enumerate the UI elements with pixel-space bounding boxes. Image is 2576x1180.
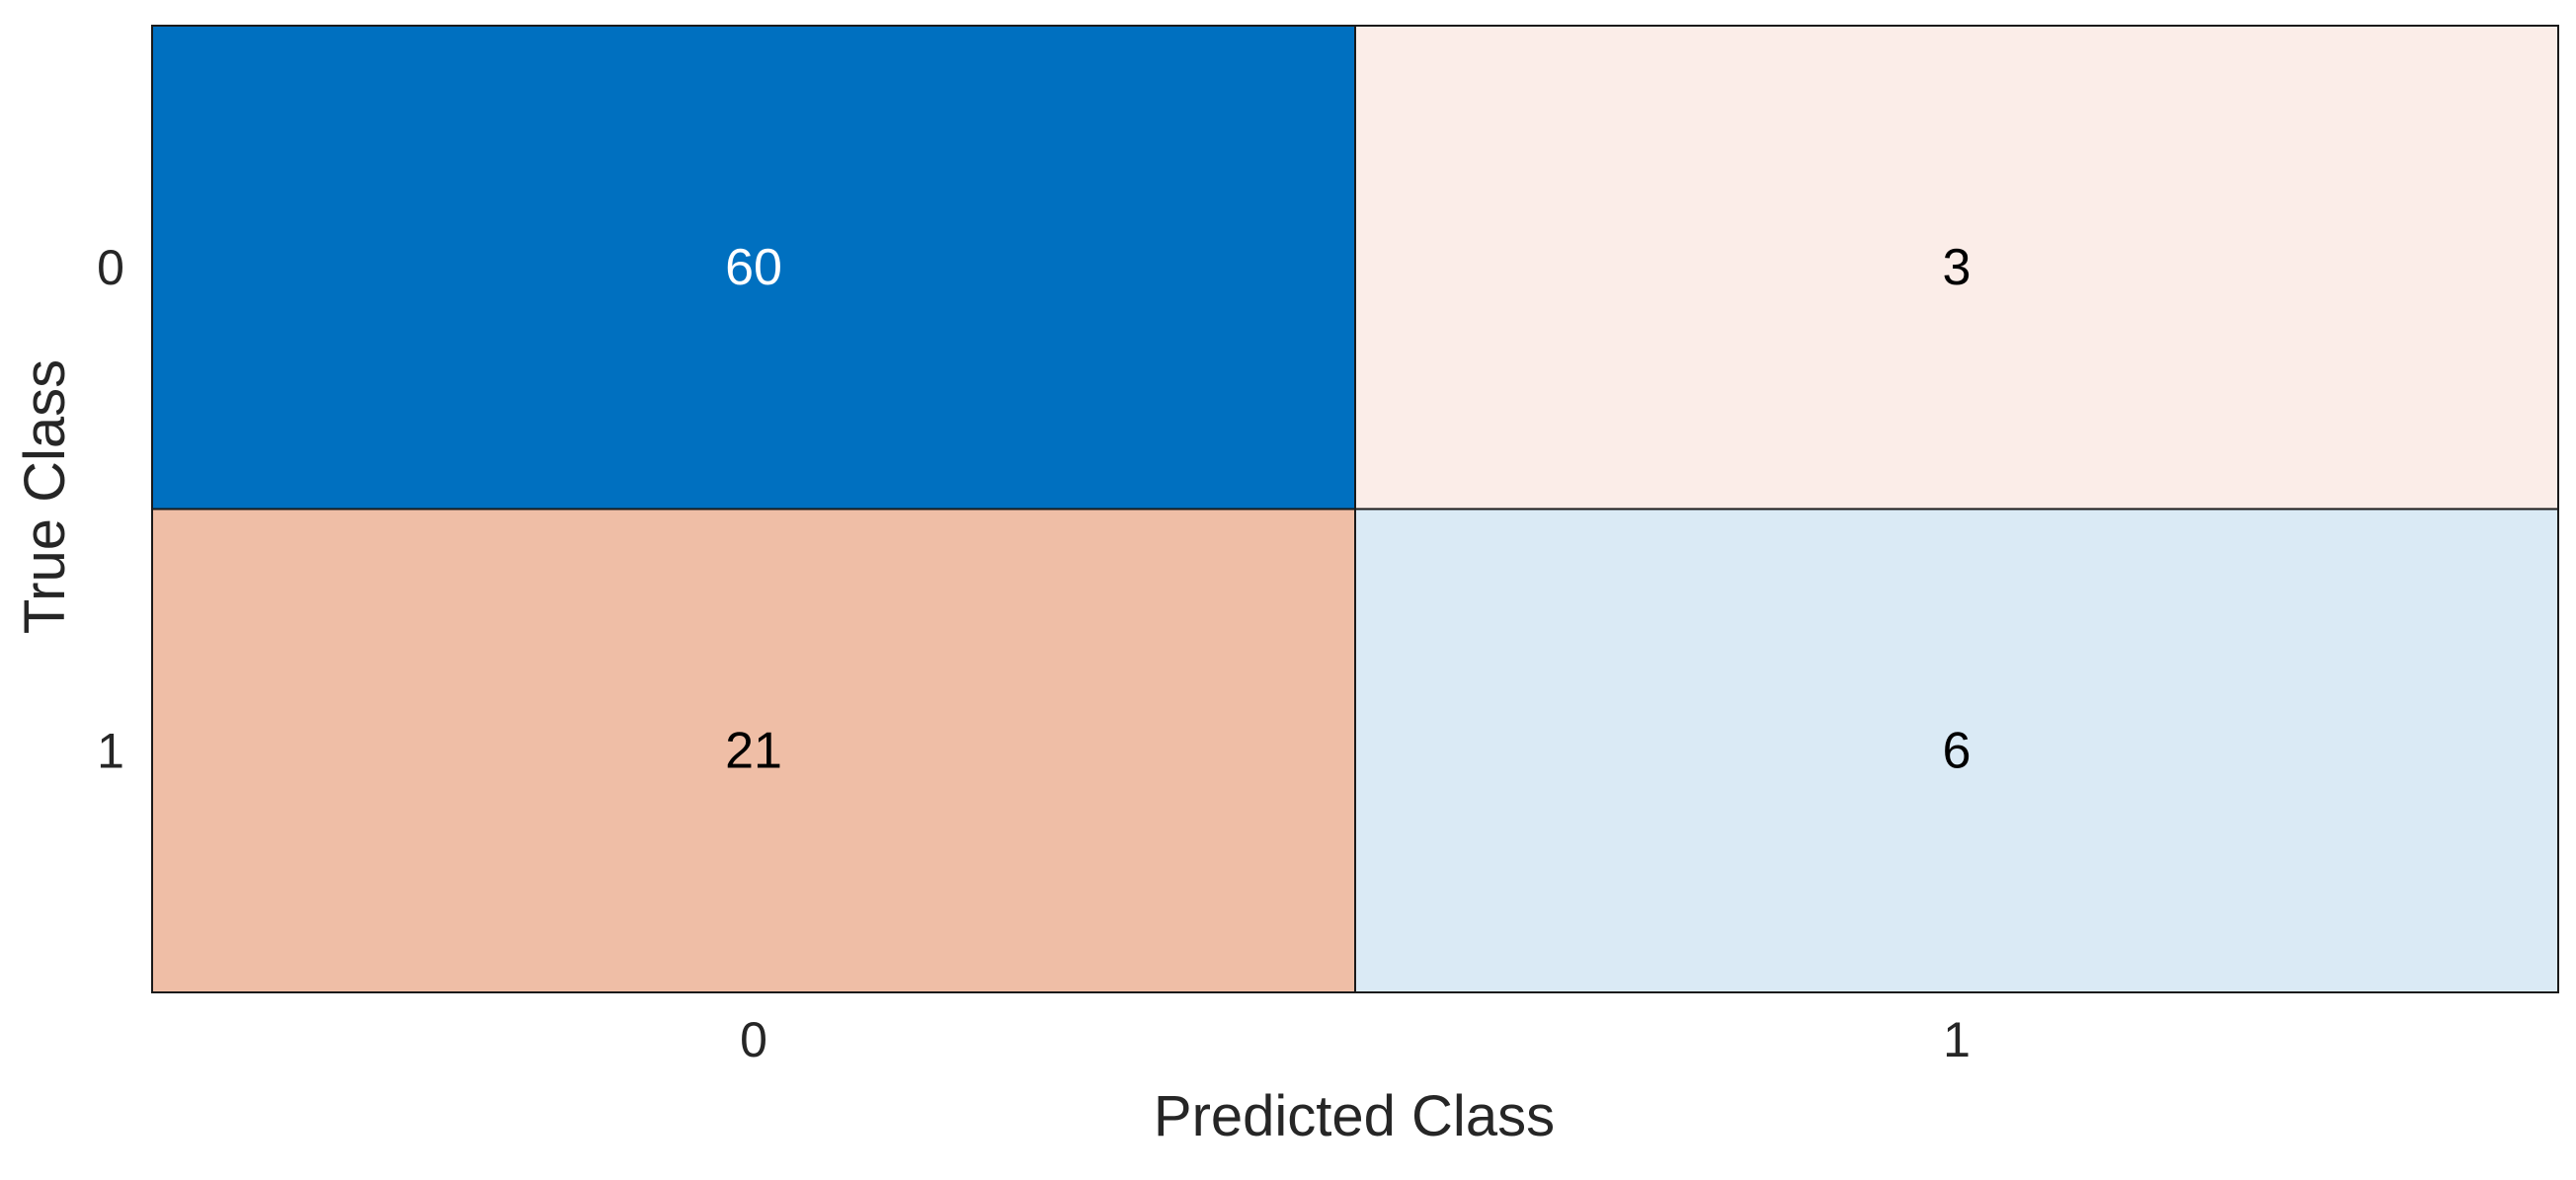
y-axis-tick-labels: 01	[97, 240, 124, 779]
cell-value-1-0: 21	[725, 722, 782, 779]
y-axis-label: True Class	[13, 359, 77, 634]
heatmap-cell-values: 60 3 21 6	[725, 239, 1971, 780]
y-tick-label-1: 1	[97, 723, 124, 778]
heatmap-cell-0-0	[151, 25, 1356, 511]
cell-value-0-1: 3	[1943, 239, 1972, 296]
heatmap-cell-1-1	[1354, 508, 2559, 993]
cell-value-0-0: 60	[725, 239, 782, 296]
cell-value-1-1: 6	[1943, 722, 1972, 779]
x-axis-label: Predicted Class	[1154, 1084, 1555, 1148]
y-tick-label-0: 0	[97, 240, 124, 295]
x-tick-label-1: 1	[1943, 1012, 1971, 1067]
x-tick-label-0: 0	[740, 1012, 767, 1067]
heatmap-cell-1-0	[151, 508, 1356, 993]
heatmap-cell-0-1	[1354, 25, 2559, 511]
heatmap-cells	[151, 25, 2559, 993]
